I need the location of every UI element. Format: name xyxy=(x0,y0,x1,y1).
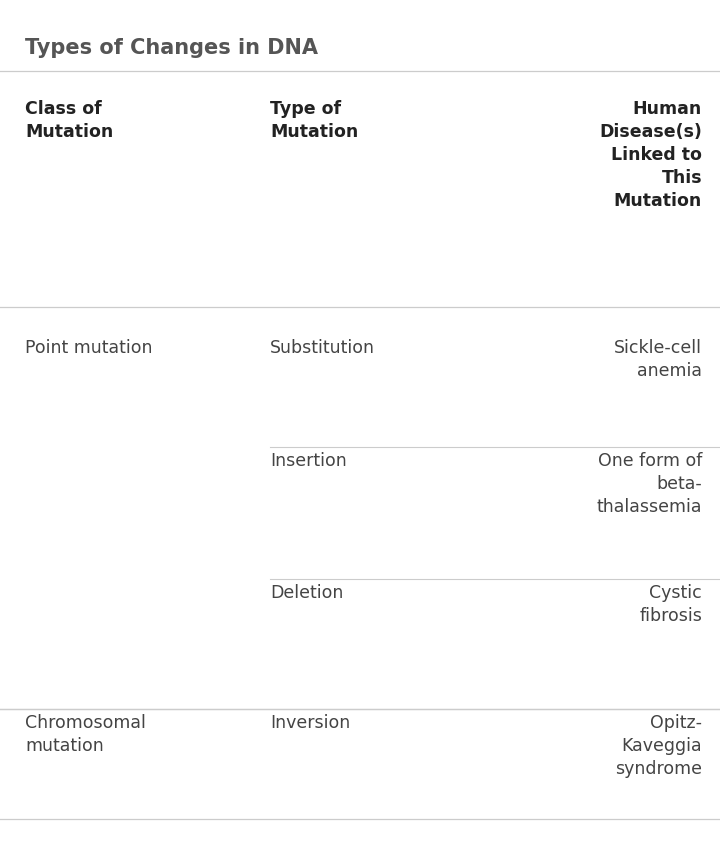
Text: Types of Changes in DNA: Types of Changes in DNA xyxy=(25,38,318,58)
Text: Chromosomal
mutation: Chromosomal mutation xyxy=(25,713,146,755)
Text: Substitution: Substitution xyxy=(270,338,375,357)
Text: Inversion: Inversion xyxy=(270,713,350,732)
Text: Insertion: Insertion xyxy=(270,452,347,469)
Text: Type of
Mutation: Type of Mutation xyxy=(270,100,359,141)
Text: Deletion: Deletion xyxy=(270,583,343,602)
Text: Cystic
fibrosis: Cystic fibrosis xyxy=(639,583,702,625)
Text: Class of
Mutation: Class of Mutation xyxy=(25,100,114,141)
Text: Point mutation: Point mutation xyxy=(25,338,153,357)
Text: Opitz-
Kaveggia
syndrome: Opitz- Kaveggia syndrome xyxy=(615,713,702,777)
Text: Human
Disease(s)
Linked to
This
Mutation: Human Disease(s) Linked to This Mutation xyxy=(599,100,702,209)
Text: Sickle-cell
anemia: Sickle-cell anemia xyxy=(614,338,702,380)
Text: One form of
beta-
thalassemia: One form of beta- thalassemia xyxy=(596,452,702,516)
